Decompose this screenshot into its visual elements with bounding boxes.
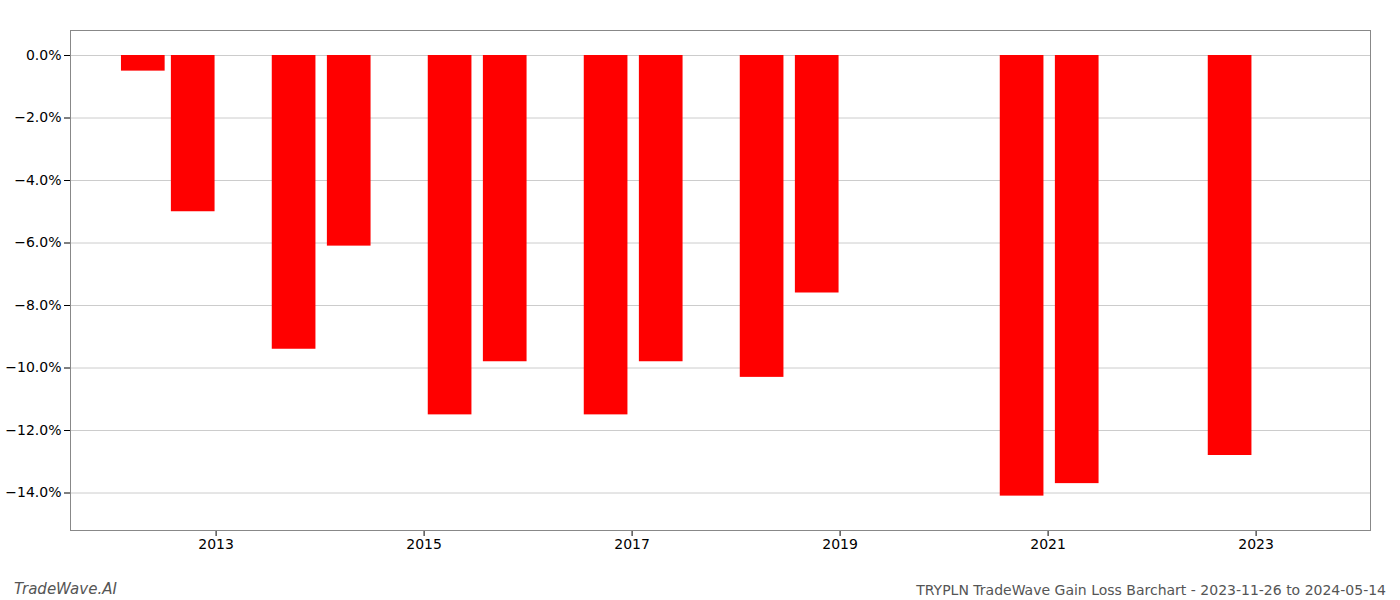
svg-text:2013: 2013 bbox=[198, 536, 234, 552]
svg-text:−2.0%: −2.0% bbox=[14, 109, 61, 125]
svg-text:2015: 2015 bbox=[406, 536, 442, 552]
svg-text:−4.0%: −4.0% bbox=[14, 172, 61, 188]
html-text:TRYPLN TradeWave Gain Loss Bar: TRYPLN TradeWave Gain Loss Barchart - 20… bbox=[916, 582, 1386, 598]
svg-text:−6.0%: −6.0% bbox=[14, 234, 61, 250]
svg-text:0.0%: 0.0% bbox=[26, 47, 62, 63]
svg-text:2019: 2019 bbox=[822, 536, 858, 552]
html-text:TradeWave.AI: TradeWave.AI bbox=[14, 580, 117, 598]
svg-text:−12.0%: −12.0% bbox=[5, 422, 61, 438]
svg-text:−10.0%: −10.0% bbox=[5, 359, 61, 375]
svg-text:2023: 2023 bbox=[1238, 536, 1274, 552]
svg-text:−14.0%: −14.0% bbox=[5, 484, 61, 500]
svg-text:2017: 2017 bbox=[614, 536, 650, 552]
svg-text:−8.0%: −8.0% bbox=[14, 297, 61, 313]
svg-text:2021: 2021 bbox=[1030, 536, 1066, 552]
